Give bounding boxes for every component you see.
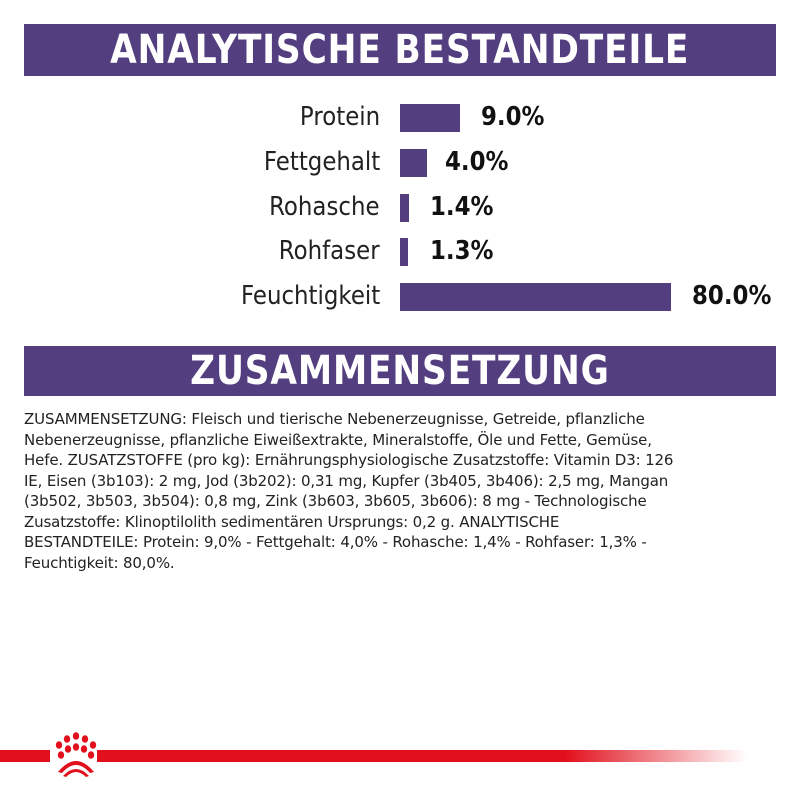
footer-red-line-left bbox=[0, 750, 50, 762]
chart-row-value: 1.3% bbox=[430, 236, 494, 266]
composition-line: ZUSAMMENSETZUNG: Fleisch und tierische N… bbox=[24, 410, 645, 428]
composition-line: IE, Eisen (3b103): 2 mg, Jod (3b202): 0,… bbox=[24, 471, 669, 490]
chart-row-value: 9.0% bbox=[481, 102, 545, 132]
chart-row-value: 80.0% bbox=[692, 281, 772, 311]
chart-bar bbox=[400, 194, 409, 222]
chart-row-label: Rohasche bbox=[269, 192, 380, 222]
composition-line: Zusatzstoffe: Klinoptilolith sedimentäre… bbox=[24, 512, 560, 531]
crown-logo-icon bbox=[55, 732, 97, 777]
chart-row-rohasche: Rohasche 1.4% bbox=[0, 192, 800, 222]
composition-line: Hefe. ZUSATZSTOFFE (pro kg): Ernährungsp… bbox=[24, 451, 674, 469]
footer-red-line-right bbox=[97, 750, 747, 762]
chart-bar bbox=[400, 283, 671, 311]
composition-line: BESTANDTEILE: Protein: 9,0% - Fettgehalt… bbox=[24, 533, 647, 551]
chart-row-fettgehalt: Fettgehalt 4.0% bbox=[0, 147, 800, 177]
analysis-section-title: ANALYTISCHE BESTANDTEILE bbox=[110, 27, 690, 73]
chart-bar bbox=[400, 149, 427, 177]
chart-bar bbox=[400, 104, 460, 132]
chart-row-label: Fettgehalt bbox=[263, 147, 380, 177]
chart-row-feuchtigkeit: Feuchtigkeit 80.0% bbox=[0, 281, 800, 311]
composition-section-banner: ZUSAMMENSETZUNG bbox=[24, 346, 776, 396]
chart-bar bbox=[400, 238, 408, 266]
composition-line: Feuchtigkeit: 80,0%. bbox=[24, 553, 175, 572]
chart-row-label: Rohfaser bbox=[279, 236, 380, 266]
chart-row-value: 1.4% bbox=[430, 192, 494, 222]
chart-row-value: 4.0% bbox=[445, 147, 509, 177]
chart-row-label: Feuchtigkeit bbox=[240, 281, 380, 311]
composition-line: Nebenerzeugnisse, pflanzliche Eiweißextr… bbox=[24, 430, 652, 449]
composition-section-title: ZUSAMMENSETZUNG bbox=[190, 348, 610, 394]
chart-row-label: Protein bbox=[299, 102, 380, 132]
composition-line: (3b502, 3b503, 3b504): 0,8 mg, Zink (3b6… bbox=[24, 492, 647, 510]
chart-row-rohfaser: Rohfaser 1.3% bbox=[0, 236, 800, 266]
chart-row-protein: Protein 9.0% bbox=[0, 102, 800, 132]
composition-text: ZUSAMMENSETZUNG: Fleisch und tierische N… bbox=[24, 409, 784, 573]
analysis-section-banner: ANALYTISCHE BESTANDTEILE bbox=[24, 24, 776, 76]
